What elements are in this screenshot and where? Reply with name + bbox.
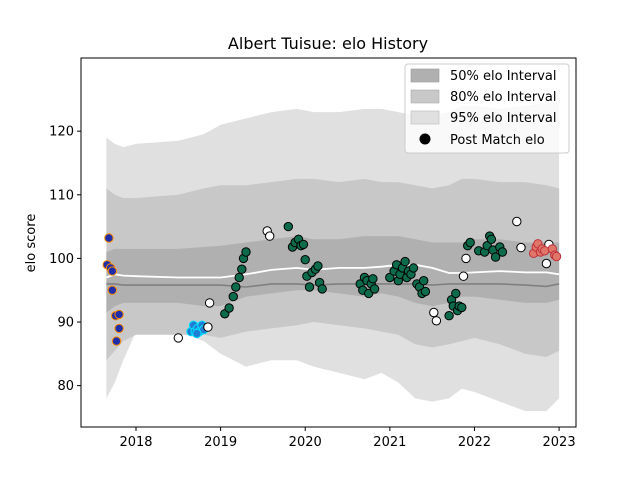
data-point: [461, 253, 471, 264]
data-point: [465, 237, 475, 248]
x-tick-label: 2023: [543, 435, 576, 450]
chart-title: Albert Tuisue: elo History: [228, 34, 428, 53]
data-point: [420, 286, 431, 297]
data-point: [204, 298, 215, 308]
data-point: [486, 234, 497, 245]
data-point: [400, 256, 410, 267]
data-point: [265, 231, 275, 241]
data-point: [203, 322, 213, 332]
legend-label-95: 95% elo Interval: [450, 111, 557, 126]
legend-label-50: 50% elo Interval: [450, 69, 557, 84]
x-tick-label: 2018: [119, 435, 152, 450]
y-tick-label: 110: [49, 188, 74, 203]
data-point: [107, 285, 118, 295]
data-point: [551, 251, 562, 262]
data-point: [304, 282, 315, 292]
data-point: [241, 247, 251, 257]
data-point: [300, 255, 310, 265]
data-point: [458, 271, 469, 281]
data-point: [497, 247, 508, 257]
data-point: [313, 261, 323, 271]
legend-box: [404, 63, 570, 154]
data-point: [541, 258, 552, 269]
data-point: [385, 272, 395, 283]
data-point: [114, 323, 124, 334]
y-tick-label: 100: [49, 252, 74, 267]
legend-marker-post-match: [419, 133, 431, 145]
data-point: [419, 276, 429, 286]
data-point: [451, 288, 461, 299]
median-line: [106, 283, 560, 288]
data-point: [228, 291, 239, 302]
data-point: [444, 311, 454, 321]
data-point: [516, 242, 526, 253]
legend-swatch-80: [410, 89, 440, 104]
data-point: [104, 233, 114, 243]
mean-line: [106, 263, 560, 279]
plot-frame: [80, 57, 577, 428]
data-point: [457, 302, 467, 313]
data-point: [283, 221, 293, 232]
data-point: [234, 272, 244, 283]
data-point: [231, 282, 241, 292]
data-point: [237, 264, 247, 274]
data-point: [429, 307, 439, 318]
data-point: [224, 303, 234, 313]
legend-swatch-50: [410, 68, 440, 83]
data-point: [298, 239, 309, 250]
data-point: [512, 216, 522, 227]
data-point: [107, 266, 118, 276]
data-point: [114, 309, 124, 320]
legend: 50% elo Interval 80% elo Interval 95% el…: [404, 63, 570, 154]
post-match-points: [102, 216, 562, 346]
data-point: [490, 252, 501, 262]
x-tick-label: 2021: [373, 435, 406, 450]
data-point: [192, 328, 202, 339]
legend-label-80: 80% elo Interval: [450, 90, 557, 105]
y-tick-label: 80: [57, 379, 74, 394]
x-tick-label: 2022: [458, 435, 491, 450]
x-tick-label: 2020: [289, 435, 322, 450]
data-point: [408, 263, 419, 273]
y-tick-label: 90: [57, 316, 74, 331]
x-tick-label: 2019: [204, 435, 237, 450]
trend-lines: [106, 263, 560, 288]
data-point: [111, 336, 122, 346]
legend-label-post-match: Post Match elo: [450, 133, 545, 148]
data-point: [173, 333, 184, 343]
y-axis-label: elo score: [24, 214, 39, 273]
y-axis: 80 90 100 110 120: [49, 125, 81, 394]
data-point: [368, 274, 378, 284]
data-point: [431, 316, 442, 326]
band-50: [106, 236, 560, 313]
data-point: [540, 246, 550, 256]
legend-swatch-95: [410, 110, 440, 125]
y-tick-label: 120: [49, 125, 74, 140]
data-point: [369, 284, 380, 294]
data-point: [317, 284, 327, 294]
x-axis: 2018 2019 2020 2021 2022 2023: [119, 427, 576, 450]
